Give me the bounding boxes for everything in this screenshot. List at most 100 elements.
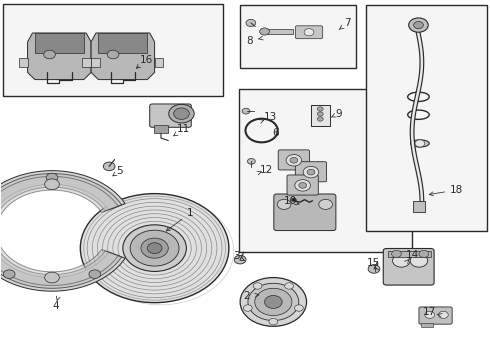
- Circle shape: [414, 22, 423, 29]
- Circle shape: [248, 283, 299, 320]
- Text: 15: 15: [367, 258, 380, 268]
- Circle shape: [410, 254, 428, 267]
- Circle shape: [307, 169, 315, 175]
- Circle shape: [147, 243, 162, 253]
- Circle shape: [277, 199, 291, 210]
- Bar: [311, 105, 330, 126]
- Text: 5: 5: [116, 166, 122, 176]
- Circle shape: [285, 283, 294, 289]
- FancyBboxPatch shape: [274, 194, 336, 230]
- FancyBboxPatch shape: [278, 150, 310, 170]
- Circle shape: [234, 255, 246, 264]
- Circle shape: [123, 225, 186, 271]
- Circle shape: [265, 296, 282, 309]
- Bar: [413, 201, 425, 212]
- Circle shape: [130, 230, 179, 266]
- Circle shape: [240, 278, 307, 326]
- Text: 10: 10: [283, 196, 296, 206]
- Polygon shape: [0, 171, 125, 291]
- Circle shape: [260, 28, 270, 35]
- Circle shape: [80, 194, 229, 303]
- Circle shape: [103, 162, 115, 171]
- Polygon shape: [19, 58, 27, 67]
- FancyBboxPatch shape: [150, 104, 191, 127]
- Polygon shape: [155, 58, 163, 67]
- Circle shape: [107, 50, 119, 59]
- Circle shape: [419, 250, 429, 257]
- Text: 9: 9: [336, 109, 342, 119]
- Circle shape: [269, 319, 278, 325]
- FancyBboxPatch shape: [295, 162, 327, 182]
- Circle shape: [89, 270, 100, 278]
- Circle shape: [392, 250, 401, 257]
- Circle shape: [246, 19, 256, 27]
- FancyBboxPatch shape: [419, 307, 452, 324]
- Text: 2: 2: [243, 291, 250, 301]
- Text: 11: 11: [176, 124, 190, 134]
- Circle shape: [290, 157, 298, 163]
- Polygon shape: [98, 33, 147, 53]
- Text: 8: 8: [246, 36, 253, 46]
- Bar: [388, 251, 431, 257]
- Bar: [366, 5, 487, 231]
- Bar: [239, 89, 412, 252]
- Bar: [154, 126, 168, 134]
- Bar: [3, 4, 223, 96]
- Circle shape: [409, 18, 428, 32]
- Circle shape: [255, 288, 292, 316]
- Circle shape: [415, 140, 425, 147]
- Text: 13: 13: [264, 112, 277, 122]
- Bar: [240, 5, 356, 68]
- Circle shape: [299, 183, 307, 188]
- Circle shape: [304, 29, 314, 36]
- Circle shape: [46, 173, 58, 182]
- Polygon shape: [35, 33, 84, 53]
- Circle shape: [318, 117, 323, 121]
- Text: 6: 6: [272, 128, 279, 138]
- Circle shape: [173, 108, 189, 120]
- Circle shape: [44, 50, 55, 59]
- Polygon shape: [82, 58, 91, 67]
- Circle shape: [3, 270, 15, 278]
- Text: 17: 17: [423, 307, 436, 317]
- Polygon shape: [91, 33, 155, 80]
- Text: 18: 18: [449, 185, 463, 195]
- Circle shape: [292, 198, 296, 202]
- Circle shape: [319, 199, 332, 210]
- Circle shape: [368, 265, 380, 273]
- Circle shape: [392, 254, 410, 267]
- Bar: [421, 323, 433, 327]
- Text: 16: 16: [140, 55, 153, 65]
- Text: 1: 1: [187, 208, 194, 218]
- Circle shape: [286, 154, 302, 166]
- Circle shape: [247, 158, 255, 164]
- Circle shape: [141, 238, 168, 258]
- Circle shape: [253, 283, 262, 289]
- Polygon shape: [91, 58, 100, 67]
- Ellipse shape: [411, 140, 429, 147]
- Polygon shape: [0, 176, 118, 285]
- Bar: [265, 29, 293, 35]
- Text: 7: 7: [344, 18, 351, 28]
- Text: 14: 14: [406, 249, 419, 260]
- Circle shape: [294, 305, 303, 311]
- Polygon shape: [0, 174, 122, 288]
- Text: 12: 12: [259, 165, 272, 175]
- FancyBboxPatch shape: [295, 26, 323, 39]
- Circle shape: [242, 108, 250, 114]
- Circle shape: [244, 305, 252, 311]
- Circle shape: [318, 112, 323, 116]
- Polygon shape: [27, 33, 91, 80]
- Circle shape: [295, 180, 311, 191]
- Circle shape: [318, 107, 323, 111]
- Circle shape: [45, 272, 59, 283]
- Circle shape: [169, 104, 194, 123]
- Circle shape: [45, 179, 59, 190]
- Circle shape: [303, 166, 319, 178]
- FancyBboxPatch shape: [287, 175, 318, 195]
- Circle shape: [425, 311, 435, 319]
- Circle shape: [439, 311, 448, 319]
- Text: 3: 3: [233, 251, 240, 261]
- Text: 4: 4: [52, 301, 59, 311]
- FancyBboxPatch shape: [383, 248, 434, 285]
